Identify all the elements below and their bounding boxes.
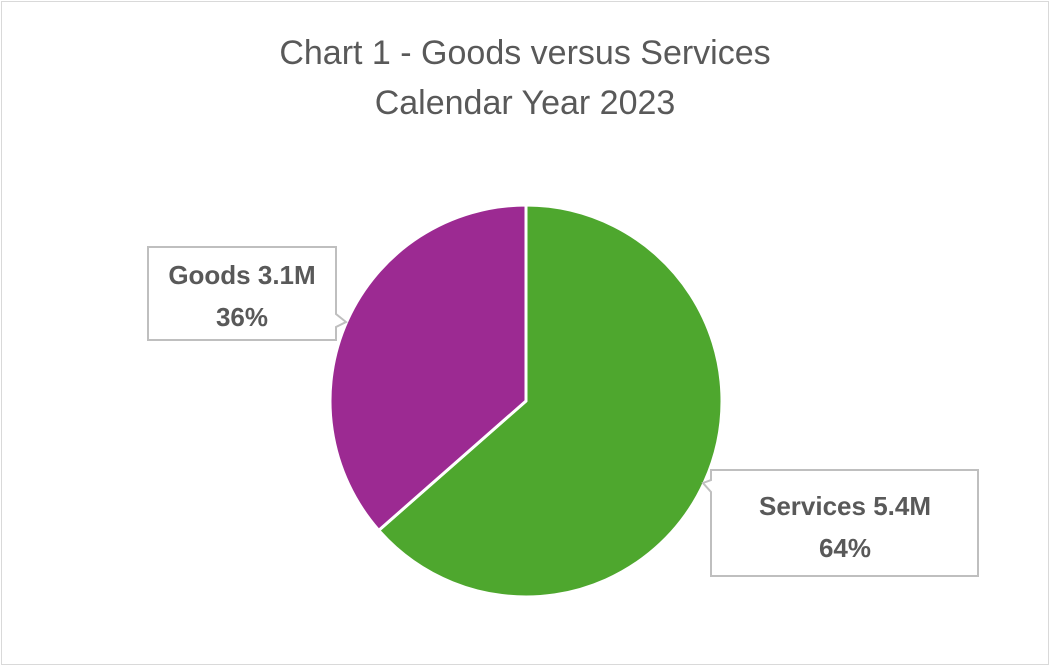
callout-box-services: [701, 469, 979, 577]
data-label-services-name: Services 5.4M: [759, 491, 931, 521]
chart-title-block: Chart 1 - Goods versus Services Calendar…: [0, 28, 1050, 128]
data-label-services: Services 5.4M 64%: [701, 469, 979, 577]
chart-title: Chart 1 - Goods versus Services: [279, 34, 771, 72]
data-label-goods-name: Goods 3.1M: [168, 260, 315, 290]
data-label-services-percent: 64%: [819, 533, 871, 563]
data-label-goods: Goods 3.1M 36%: [147, 246, 348, 341]
pie-plot: [328, 203, 724, 599]
chart-subtitle: Calendar Year 2023: [374, 84, 676, 122]
data-label-goods-percent: 36%: [216, 302, 268, 332]
callout-box-goods: [147, 246, 348, 341]
pie-slice-goods: [328, 203, 528, 532]
